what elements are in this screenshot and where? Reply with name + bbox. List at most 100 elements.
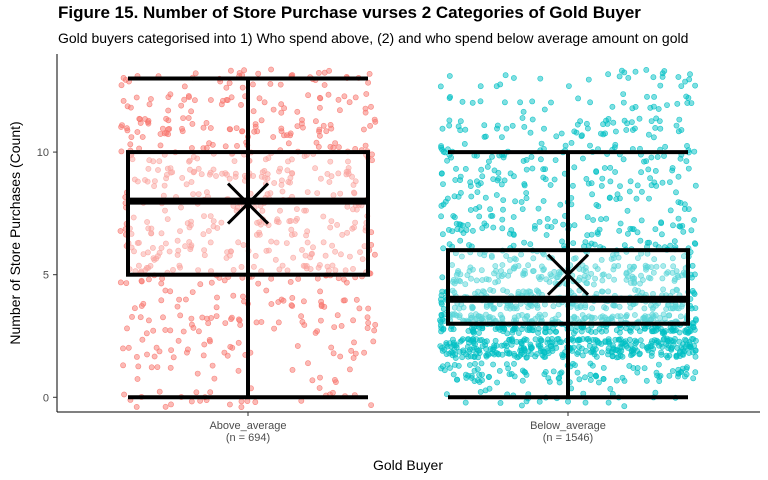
data-point [588, 240, 595, 247]
data-point [178, 102, 185, 109]
data-point [230, 292, 237, 299]
data-point [238, 102, 244, 108]
data-point [226, 80, 233, 86]
data-point [167, 91, 174, 98]
data-point [235, 316, 242, 323]
data-point [667, 179, 673, 185]
data-point [529, 98, 536, 105]
data-point [515, 262, 522, 269]
data-point [541, 125, 547, 132]
y-tick-label-0: 0 [43, 392, 49, 404]
data-point [218, 101, 225, 108]
data-point [459, 98, 466, 105]
data-point [450, 371, 457, 378]
data-point [193, 389, 200, 396]
data-point [604, 121, 611, 127]
data-point [547, 182, 554, 188]
data-point [130, 214, 137, 221]
data-point [548, 99, 554, 106]
data-point [268, 238, 275, 245]
data-point [680, 228, 687, 235]
data-point [261, 174, 268, 181]
data-point [629, 119, 635, 125]
data-point [491, 167, 498, 174]
data-point [182, 296, 189, 303]
data-point [331, 376, 338, 383]
data-point [503, 253, 510, 259]
data-point [621, 403, 628, 410]
data-point [439, 231, 446, 238]
data-point [351, 339, 357, 346]
data-point [576, 337, 583, 344]
data-point [312, 165, 318, 172]
data-point [459, 336, 466, 343]
data-point [227, 248, 234, 255]
data-point [195, 328, 202, 335]
data-point [508, 336, 515, 343]
data-point [239, 84, 246, 91]
x-tick-n-label-1: (n = 1546) [543, 432, 593, 444]
data-point [646, 131, 652, 138]
data-point [646, 239, 652, 246]
data-point [580, 352, 586, 359]
data-point [522, 347, 528, 354]
data-point [516, 330, 522, 336]
data-point [452, 177, 459, 183]
data-point [685, 95, 692, 101]
data-point [532, 315, 539, 322]
data-point [669, 255, 676, 262]
data-point [633, 195, 640, 202]
data-point [234, 142, 240, 149]
data-point [672, 303, 679, 310]
data-point [600, 376, 607, 382]
data-point [691, 217, 697, 223]
data-point [272, 256, 279, 263]
data-point [289, 294, 296, 301]
data-point [540, 198, 547, 204]
data-point [270, 106, 277, 113]
data-point [651, 134, 657, 141]
data-point [530, 255, 537, 262]
data-point [144, 351, 150, 358]
data-point [174, 303, 181, 310]
data-point [530, 268, 536, 274]
data-point [151, 256, 158, 263]
data-point [440, 201, 447, 208]
data-point [206, 140, 212, 147]
data-point [676, 223, 683, 230]
data-point [670, 222, 676, 229]
data-point [350, 189, 357, 196]
data-point [550, 368, 557, 375]
data-point [649, 328, 656, 334]
data-point [553, 344, 560, 351]
data-point [509, 327, 516, 333]
data-point [368, 103, 374, 110]
data-point [598, 328, 605, 335]
data-point [545, 350, 552, 356]
data-point [330, 350, 337, 357]
data-point [345, 158, 351, 165]
data-point [313, 139, 320, 146]
data-point [571, 222, 578, 229]
data-point [288, 156, 295, 163]
data-point [632, 104, 639, 110]
data-point [476, 330, 482, 336]
data-point [560, 221, 567, 228]
data-point [135, 262, 142, 269]
data-point [462, 399, 469, 406]
data-point [556, 374, 563, 381]
data-point [241, 67, 247, 74]
data-point [303, 232, 309, 239]
data-point [519, 115, 526, 121]
data-point [664, 102, 670, 108]
data-point [670, 341, 677, 348]
data-point [155, 167, 161, 173]
data-point [599, 349, 605, 356]
data-point [131, 305, 138, 312]
data-point [268, 301, 275, 307]
data-point [211, 375, 218, 382]
data-point [578, 133, 585, 140]
data-point [142, 177, 148, 183]
data-point [447, 94, 453, 100]
data-point [620, 99, 627, 106]
